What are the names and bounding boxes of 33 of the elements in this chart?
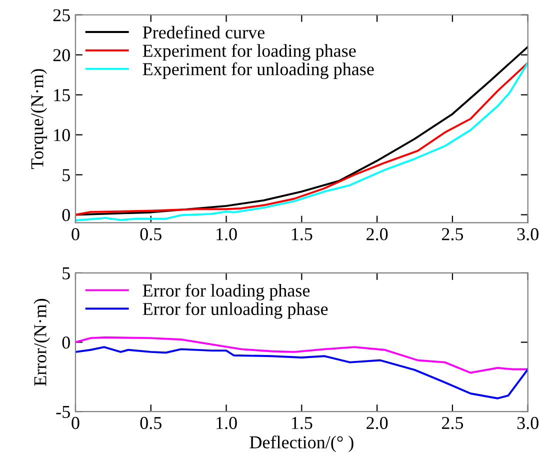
x-tick-label: 3.0: [517, 416, 538, 430]
x-tick-label: 0.5: [140, 416, 162, 430]
y-tick-label: 20: [53, 49, 70, 62]
y-tick-label: 5: [62, 267, 70, 280]
legend-label: Error for unloading phase: [142, 302, 328, 319]
legend-label: Experiment for unloading phase: [142, 62, 374, 80]
x-tick-label: 3.0: [517, 228, 538, 240]
x-axis-title: Deflection/(° ): [250, 436, 354, 452]
y-tick-label: -5: [56, 406, 70, 418]
y-axis-title: Torque/(N·m): [30, 69, 48, 169]
y-tick-label: 5: [62, 169, 70, 182]
x-tick-label: 2.5: [442, 416, 464, 430]
x-tick-label: 2.0: [366, 416, 388, 430]
y-tick-label: 25: [53, 9, 70, 22]
line-series: [75, 346, 528, 400]
y-tick-label: 10: [54, 129, 70, 142]
x-tick-label: 2.0: [366, 228, 388, 240]
x-tick-label: 2.5: [442, 228, 464, 240]
line-series: [75, 336, 528, 374]
x-tick-label: 0: [72, 228, 80, 240]
y-axis-title: Error/(N·m): [34, 298, 50, 386]
legend-label: Error for loading phase: [142, 284, 310, 300]
legend-label: Predefined curve: [142, 26, 264, 39]
legend-label: Experiment for loading phase: [142, 44, 356, 61]
x-tick-label: 1.5: [292, 416, 312, 430]
x-tick-label: 1.0: [216, 416, 237, 430]
x-tick-label: 0: [72, 416, 80, 430]
x-tick-label: 1.0: [216, 228, 237, 240]
y-tick-label: 0: [62, 336, 70, 349]
x-tick-label: 0.5: [140, 228, 162, 240]
x-tick-label: 1.5: [292, 228, 312, 240]
y-tick-label: 15: [54, 89, 70, 102]
y-tick-label: 0: [62, 209, 70, 222]
